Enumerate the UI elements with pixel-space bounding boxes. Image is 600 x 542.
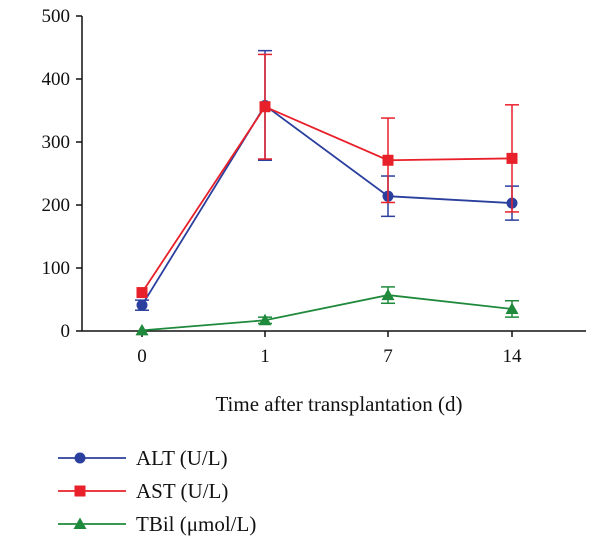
x-tick-label: 1 <box>260 346 270 367</box>
series-0 <box>135 49 519 311</box>
x-axis-title: Time after transplantation (d) <box>215 392 462 416</box>
legend: ALT (U/L) AST (U/L) TBil (μmol/L) <box>58 446 256 536</box>
x-tick-label: 7 <box>383 346 393 367</box>
x-axis-ticks: 0 1 7 14 <box>137 331 522 367</box>
data-point <box>136 299 148 311</box>
y-axis-ticks: 0 100 200 300 400 500 <box>42 6 82 342</box>
data-point <box>505 302 519 314</box>
legend-marker <box>74 452 86 464</box>
axes <box>81 16 586 332</box>
series-line <box>141 294 513 332</box>
y-tick-label: 100 <box>42 258 71 279</box>
y-tick-label: 500 <box>42 6 71 27</box>
legend-label: AST (U/L) <box>136 479 228 503</box>
series-1 <box>136 53 519 299</box>
series-line <box>141 105 513 294</box>
x-tick-label: 0 <box>137 346 147 367</box>
legend-item: ALT (U/L) <box>58 446 228 470</box>
legend-item: AST (U/L) <box>58 479 228 503</box>
x-tick-label: 14 <box>503 346 523 367</box>
data-point <box>136 287 148 299</box>
y-tick-label: 400 <box>42 69 71 90</box>
series-layer <box>135 49 519 336</box>
data-point <box>506 152 518 164</box>
y-tick-label: 200 <box>42 195 71 216</box>
legend-label: ALT (U/L) <box>136 446 228 470</box>
data-point <box>381 288 395 301</box>
series-line <box>141 104 513 306</box>
data-point <box>382 154 394 166</box>
data-point <box>258 313 272 326</box>
legend-label: TBil (μmol/L) <box>136 512 256 536</box>
y-tick-label: 300 <box>42 132 71 153</box>
y-tick-label: 0 <box>61 321 71 342</box>
data-point <box>135 323 149 336</box>
series-2 <box>135 286 519 336</box>
legend-marker <box>74 485 86 497</box>
data-point <box>259 101 271 113</box>
legend-item: TBil (μmol/L) <box>58 512 256 536</box>
legend-marker <box>73 517 87 529</box>
